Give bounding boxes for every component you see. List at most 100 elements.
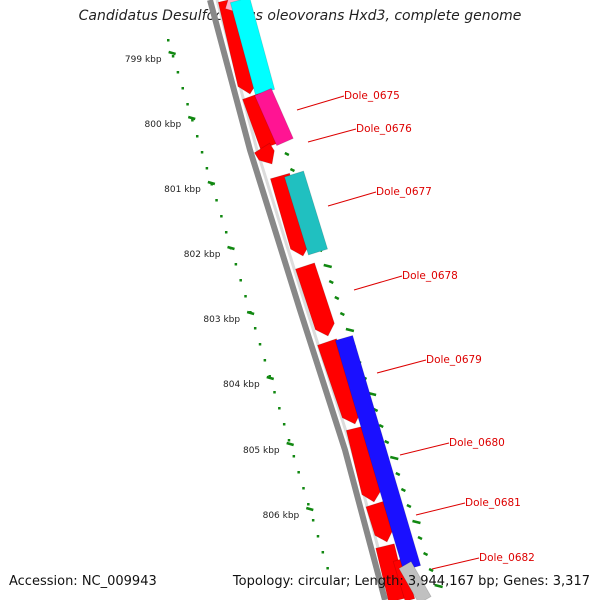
outer-minor-tick	[384, 439, 390, 445]
inner-minor-tick	[297, 471, 300, 474]
inner-minor-tick	[321, 551, 325, 554]
cds-arrow	[269, 172, 311, 257]
outer-minor-tick	[378, 423, 384, 429]
gene-label: Dole_0677	[376, 186, 432, 198]
outer-major-tick	[345, 327, 355, 333]
cds-arrow	[317, 338, 362, 425]
inner-major-tick	[207, 180, 216, 186]
outer-minor-tick	[328, 279, 334, 285]
inner-major-tick	[168, 50, 176, 56]
backbone-line	[207, 0, 388, 600]
outer-minor-tick	[284, 151, 290, 157]
inner-minor-tick	[171, 55, 175, 58]
kbp-tick-label: 804 kbp	[223, 380, 260, 390]
inner-major-tick	[246, 310, 255, 316]
inner-minor-tick	[316, 535, 320, 538]
inner-major-tick	[266, 375, 275, 381]
outer-major-tick	[389, 455, 399, 461]
outer-minor-tick	[400, 487, 406, 493]
outer-minor-tick	[395, 471, 401, 477]
gene-label: Dole_0675	[344, 90, 400, 102]
inner-minor-tick	[215, 199, 218, 202]
outer-minor-tick	[422, 551, 429, 557]
accession-text: Accession: NC_009943	[9, 574, 157, 589]
kbp-tick-label: 802 kbp	[184, 250, 221, 260]
kbp-tick-label: 799 kbp	[125, 55, 162, 65]
inner-minor-tick	[263, 359, 267, 362]
cds-grey	[398, 560, 432, 600]
kbp-tick-label: 800 kbp	[145, 120, 182, 130]
inner-major-tick	[187, 115, 196, 121]
outer-major-tick	[434, 583, 443, 589]
cds-blue	[334, 334, 422, 572]
kbp-tick-label: 801 kbp	[164, 185, 201, 195]
gene-label: Dole_0681	[465, 497, 521, 509]
gene-label: Dole_0678	[402, 270, 458, 282]
cds-arrow	[392, 558, 416, 600]
inner-minor-tick	[287, 439, 291, 442]
inner-minor-tick	[186, 103, 189, 106]
cds-cyan	[229, 0, 276, 96]
inner-major-tick	[286, 441, 295, 447]
inner-minor-tick	[253, 327, 257, 330]
gene-callout-line	[353, 275, 403, 291]
gene-callout-line	[376, 359, 427, 374]
genome-stats-text: Topology: circular; Length: 3,944,167 bp…	[232, 574, 590, 589]
cds-arrow	[253, 142, 275, 165]
gene-callout-line	[307, 128, 357, 143]
inner-minor-tick	[224, 231, 228, 234]
cds-arrow	[294, 262, 335, 337]
inner-minor-tick	[292, 455, 296, 458]
inner-minor-tick	[258, 343, 262, 346]
inner-minor-tick	[244, 295, 247, 298]
kbp-scale-labels: 799 kbp 800 kbp 801 kbp 802 kbp 803 kbp 804 k…	[125, 55, 300, 521]
outer-minor-tick	[334, 295, 340, 301]
cds-teal	[283, 170, 329, 256]
inner-minor-tick	[181, 87, 184, 90]
gene-label: Dole_0679	[426, 354, 482, 366]
outer-minor-tick	[406, 503, 412, 509]
inner-minor-tick	[191, 119, 194, 122]
inner-minor-tick	[195, 135, 199, 138]
gene-label: Dole_0680	[449, 437, 505, 449]
kbp-tick-label: 806 kbp	[263, 511, 300, 521]
inner-minor-tick	[278, 407, 281, 410]
gene-label: Dole_0682	[479, 552, 535, 564]
inner-minor-tick	[239, 279, 242, 282]
inner-minor-tick	[167, 39, 170, 42]
kbp-tick-label: 803 kbp	[203, 315, 240, 325]
gene-callout-line	[327, 191, 377, 207]
kbp-tick-label: 805 kbp	[243, 446, 280, 456]
outer-minor-tick	[289, 167, 295, 173]
outer-major-tick	[323, 263, 333, 269]
inner-minor-tick	[176, 71, 180, 74]
cds-magenta	[254, 87, 294, 147]
inner-minor-tick	[220, 215, 223, 218]
inner-minor-tick	[200, 151, 204, 154]
gene-callout-line	[431, 557, 480, 570]
gene-label: Dole_0676	[356, 123, 412, 135]
inner-minor-tick	[273, 391, 276, 394]
inner-minor-tick	[326, 567, 329, 570]
inner-minor-tick	[307, 503, 310, 506]
outer-minor-tick	[417, 535, 423, 541]
gene-callout-line	[399, 442, 450, 456]
inner-minor-tick	[282, 423, 286, 426]
genome-title: Candidatus Desulfococcus oleovorans Hxd3…	[78, 8, 522, 24]
inner-minor-tick	[302, 487, 305, 490]
gene-features	[217, 0, 432, 600]
outer-minor-tick	[428, 567, 434, 573]
gene-callout-line	[415, 502, 466, 516]
inner-major-tick	[305, 506, 314, 512]
outer-major-tick	[412, 519, 421, 525]
gene-callout-line	[296, 95, 345, 111]
inner-tick-track	[167, 39, 329, 570]
inner-minor-tick	[268, 375, 271, 378]
inner-minor-tick	[205, 167, 209, 170]
inner-minor-tick	[311, 519, 315, 522]
inner-major-tick	[227, 245, 235, 251]
inner-minor-tick	[234, 263, 238, 266]
gene-labels: Dole_0675 Dole_0676 Dole_0677 Dole_0678 Dole…	[296, 90, 535, 570]
